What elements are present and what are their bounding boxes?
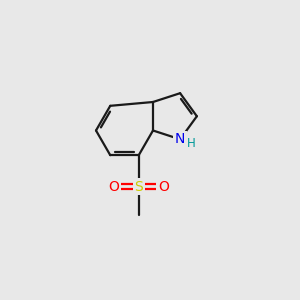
Text: N: N bbox=[175, 132, 185, 146]
Text: S: S bbox=[134, 180, 143, 194]
Text: O: O bbox=[158, 180, 169, 194]
Text: H: H bbox=[187, 137, 196, 150]
Text: O: O bbox=[109, 180, 120, 194]
